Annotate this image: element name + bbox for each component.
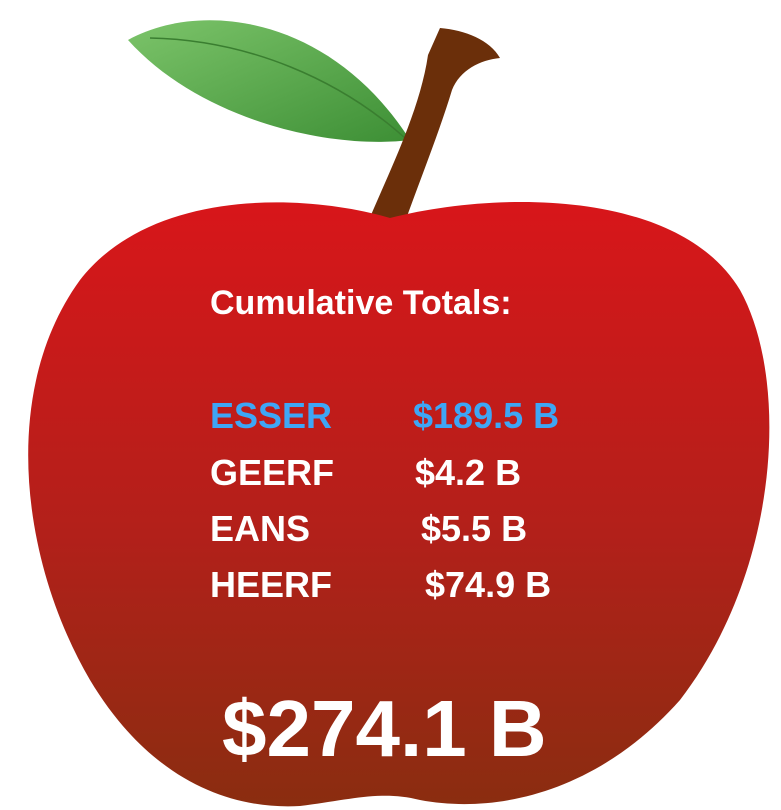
page: Cumulative Totals: ESSER $189.5 B GEERF … [0, 0, 781, 810]
item-name: GEERF [210, 452, 334, 493]
item-amount: $74.9 B [425, 564, 551, 605]
item-name: HEERF [210, 564, 332, 605]
apple-graphic: Cumulative Totals: ESSER $189.5 B GEERF … [0, 0, 781, 810]
item-name: ESSER [210, 395, 332, 436]
total: $274.1 B [222, 684, 547, 773]
item-amount: $4.2 B [415, 452, 521, 493]
item-name: EANS [210, 508, 310, 549]
item-amount: $189.5 B [413, 395, 559, 436]
title: Cumulative Totals: [210, 284, 512, 322]
item-amount: $5.5 B [421, 508, 527, 549]
